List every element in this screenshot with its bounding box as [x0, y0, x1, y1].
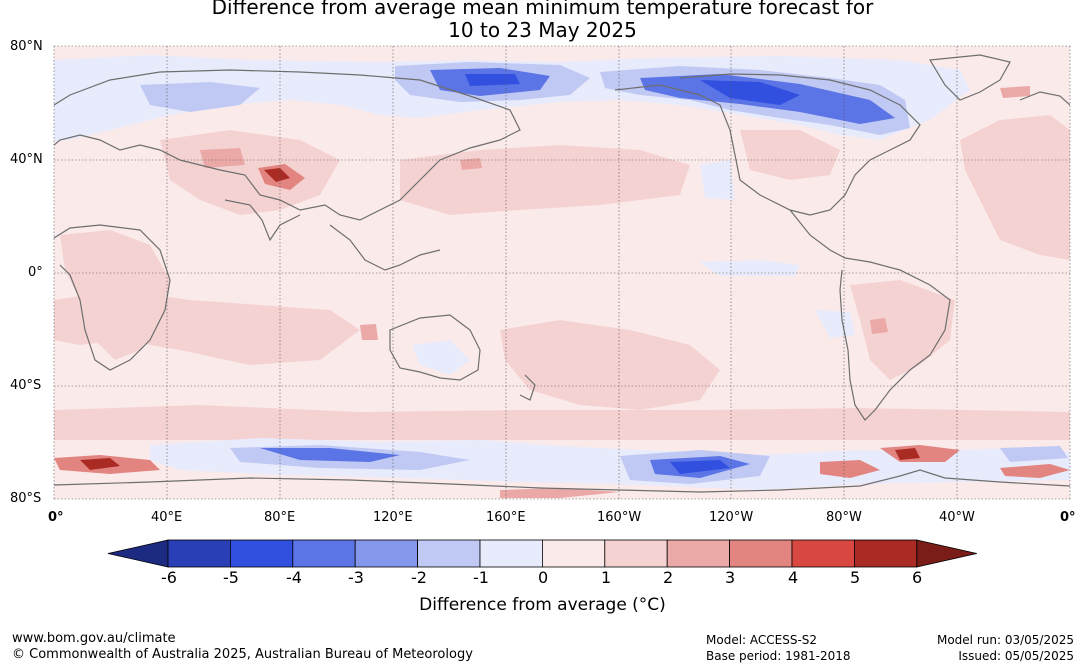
colorbar	[107, 539, 977, 568]
colorbar-extend-high	[916, 539, 977, 568]
colorbar-segment	[666, 539, 731, 568]
issued-date: Issued: 05/05/2025	[958, 649, 1074, 663]
lon-label-120w: 120°W	[709, 510, 754, 525]
colorbar-segment	[229, 539, 294, 568]
colorbar-segment	[417, 539, 481, 568]
anomaly-neg-1-se-pacific	[815, 310, 855, 338]
colorbar-label-6: 6	[912, 568, 923, 587]
lon-label-120e: 120°E	[373, 510, 413, 525]
colorbar-label-neg3: -3	[348, 568, 364, 587]
anomaly-pos-2-indian	[360, 324, 378, 340]
coast-europe	[1019, 91, 1070, 106]
colorbar-title: Difference from average (°C)	[419, 595, 666, 615]
anomaly-field	[54, 46, 1070, 499]
anomaly-pos-2-pacific	[460, 158, 482, 170]
map-title: Difference from average mean minimum tem…	[0, 0, 1085, 42]
anomaly-1-2-south-pacific	[500, 320, 720, 410]
lat-label-40n: 40°N	[10, 152, 43, 167]
lon-label-160e: 160°E	[486, 510, 526, 525]
lat-label-80s: 80°S	[10, 491, 42, 506]
anomaly-pos-5-himalaya	[264, 168, 290, 182]
anomaly-neg-4-siberia	[465, 74, 520, 86]
model-name: Model: ACCESS-S2	[706, 633, 818, 647]
lat-label-0: 0°	[28, 265, 43, 280]
colorbar-segment	[791, 539, 855, 568]
colorbar-segment	[479, 539, 543, 568]
colorbar-segment	[354, 539, 419, 568]
anomaly-1-2-africa	[60, 230, 170, 360]
colorbar-segment	[167, 539, 231, 568]
coast-nz	[519, 374, 536, 401]
anomaly-1-2-south-america	[850, 280, 955, 380]
colorbar-segment	[292, 539, 356, 568]
base-period: Base period: 1981-2018	[706, 649, 851, 663]
anomaly-pos-2-south-america	[870, 318, 888, 334]
colorbar-segment	[729, 539, 793, 568]
anomaly-pos-5-south-africa	[80, 458, 120, 470]
lon-label-80w: 80°W	[826, 510, 862, 525]
coast-africa	[54, 224, 171, 371]
coast-greenland	[928, 54, 1011, 101]
anomaly-neg-1-na-central	[700, 160, 735, 200]
colorbar-segment	[854, 539, 918, 568]
colorbar-extend-low	[107, 539, 169, 568]
colorbar-label-4: 4	[788, 568, 799, 587]
anomaly-1-2-atlantic	[960, 115, 1070, 260]
colorbar-label-neg2: -2	[411, 568, 427, 587]
lon-label-0: 0°	[48, 510, 64, 525]
coast-india	[224, 199, 301, 242]
coast-se-asia	[329, 224, 441, 271]
coast-australia	[389, 314, 481, 381]
lon-label-80e: 80°E	[264, 510, 296, 525]
anomaly-neg-1-east-pacific	[700, 260, 800, 276]
copyright-notice: © Commonwealth of Australia 2025, Austra…	[12, 647, 473, 662]
anomaly-neg-1-australia	[412, 340, 470, 375]
coastlines	[54, 54, 1070, 493]
anomaly-pos-3-atlantic	[1000, 464, 1070, 478]
anomaly-pos-2-west	[200, 148, 245, 168]
colorbar-label-neg5: -5	[223, 568, 239, 587]
lon-label-40e: 40°E	[151, 510, 183, 525]
lat-label-80n: 80°N	[10, 39, 43, 54]
lon-label-40w: 40°W	[939, 510, 975, 525]
model-run-date: Model run: 03/05/2025	[936, 633, 1074, 647]
anomaly-pos-2-ne-na	[1000, 86, 1030, 98]
anomaly-1-2-southern	[54, 405, 1070, 440]
colorbar-label-2: 2	[663, 568, 674, 587]
anomaly-pos-5-weddell	[895, 448, 920, 460]
lon-label-160w: 160°W	[597, 510, 642, 525]
anomaly-neg-4-canada	[700, 80, 800, 105]
colorbar-label-1: 1	[601, 568, 612, 587]
colorbar-segment	[542, 539, 606, 568]
title-line-2: 10 to 23 May 2025	[448, 18, 637, 42]
anomaly-neg-3-southern-1	[260, 448, 400, 462]
title-line-1: Difference from average mean minimum tem…	[211, 0, 874, 19]
coast-south-america	[839, 257, 951, 421]
anomaly-pos-2-antarctica	[500, 488, 620, 498]
anomaly-neg-2-russia-west	[140, 82, 260, 112]
colorbar-label-0: 0	[538, 568, 549, 587]
lon-label-0-right: 0°	[1060, 510, 1076, 525]
colorbar-label-5: 5	[850, 568, 861, 587]
website-url: www.bom.gov.au/climate	[12, 631, 176, 646]
colorbar-label-neg4: -4	[286, 568, 302, 587]
anomaly-neg-2-southern-3	[1000, 446, 1068, 462]
anomaly-neg-4-southern	[670, 460, 730, 474]
coast-eurasia	[54, 69, 521, 221]
colorbar-label-neg1: -1	[473, 568, 489, 587]
colorbar-segment	[604, 539, 668, 568]
anomaly-pos-3-patagonia	[820, 460, 880, 478]
coast-antarctica	[54, 469, 1070, 493]
graticule	[53, 45, 1071, 500]
anomaly-1-2-na	[740, 130, 840, 180]
lat-label-40s: 40°S	[10, 378, 42, 393]
coast-central-america	[789, 209, 846, 259]
coast-north-america	[614, 73, 921, 216]
colorbar-label-neg6: -6	[161, 568, 177, 587]
colorbar-label-3: 3	[725, 568, 736, 587]
